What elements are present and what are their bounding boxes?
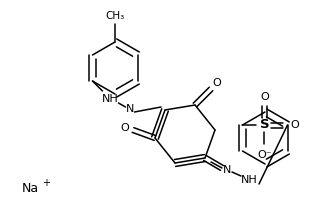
Text: S: S bbox=[260, 119, 269, 131]
Text: NH: NH bbox=[102, 94, 119, 104]
Text: O⁻: O⁻ bbox=[257, 150, 272, 160]
Text: CH₃: CH₃ bbox=[106, 11, 125, 21]
Text: N: N bbox=[126, 104, 135, 114]
Text: O: O bbox=[121, 123, 129, 133]
Text: O: O bbox=[213, 78, 221, 88]
Text: O: O bbox=[290, 120, 299, 130]
Text: N: N bbox=[223, 165, 231, 175]
Text: Na: Na bbox=[22, 181, 39, 195]
Text: NH: NH bbox=[241, 175, 257, 185]
Text: +: + bbox=[42, 178, 50, 188]
Text: O: O bbox=[260, 92, 269, 102]
